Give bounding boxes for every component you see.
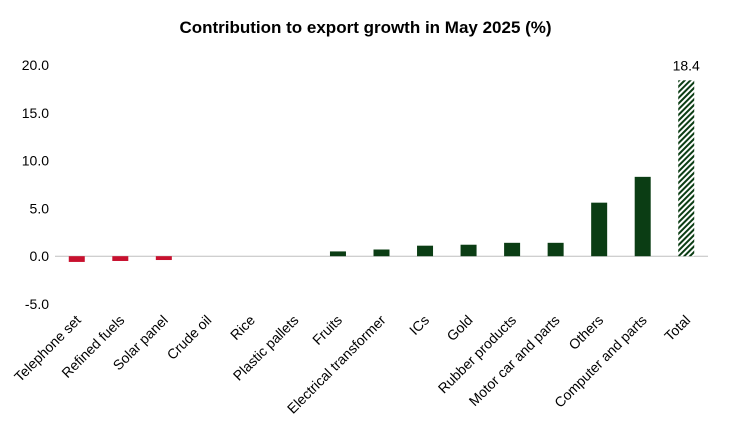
bar-others xyxy=(591,202,608,257)
bar-rubber-products xyxy=(504,242,521,257)
bar-electrical-transformer xyxy=(373,249,390,257)
bar-series xyxy=(68,80,695,262)
category-label: Rubber products xyxy=(435,312,520,397)
y-tick-label: 5.0 xyxy=(30,200,50,216)
category-label: Crude oil xyxy=(164,312,215,363)
bar-computer-and-parts xyxy=(634,176,651,257)
y-tick-label: 20.0 xyxy=(22,57,49,73)
bar-solar-panel xyxy=(155,256,172,261)
y-tick-label: 0.0 xyxy=(30,248,50,264)
bar-fruits xyxy=(329,251,346,257)
bar-refined-fuels xyxy=(112,256,129,261)
bar-telephone-set xyxy=(68,256,85,262)
bar-ics xyxy=(417,245,434,257)
y-tick-label: 10.0 xyxy=(22,153,49,169)
category-label: Gold xyxy=(443,312,475,344)
y-tick-label: -5.0 xyxy=(25,296,49,312)
category-label: Fruits xyxy=(309,312,345,348)
bar-motor-car-and-parts xyxy=(547,242,564,257)
category-label: Total xyxy=(661,312,693,344)
category-label: ICs xyxy=(406,312,432,338)
category-label: Others xyxy=(565,312,606,353)
data-labels: 18.4 xyxy=(673,57,700,73)
y-tick-label: 15.0 xyxy=(22,105,49,121)
data-label: 18.4 xyxy=(673,57,700,73)
category-label: Rice xyxy=(227,312,258,343)
y-axis-ticks: 20.0 15.0 10.0 5.0 0.0 -5.0 xyxy=(22,57,49,312)
chart-title: Contribution to export growth in May 202… xyxy=(179,18,552,37)
bar-gold xyxy=(460,244,477,257)
bar-total xyxy=(678,80,695,257)
